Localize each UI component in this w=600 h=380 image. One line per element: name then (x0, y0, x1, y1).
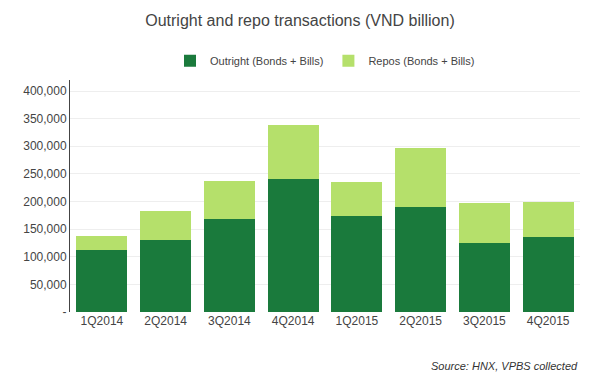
svg-text:3Q2015: 3Q2015 (463, 314, 506, 328)
svg-text:300,000: 300,000 (23, 139, 67, 153)
svg-text:200,000: 200,000 (23, 195, 67, 209)
svg-text:250,000: 250,000 (23, 167, 67, 181)
svg-text:1Q2014: 1Q2014 (81, 314, 124, 328)
svg-text:4Q2015: 4Q2015 (527, 314, 570, 328)
svg-text:3Q2014: 3Q2014 (208, 314, 251, 328)
svg-text:2Q2014: 2Q2014 (144, 314, 187, 328)
svg-text:Outright and repo transactions: Outright and repo transactions (VND bill… (145, 12, 454, 29)
svg-text:Outright (Bonds + Bills): Outright (Bonds + Bills) (210, 55, 323, 67)
svg-text:400,000: 400,000 (23, 84, 67, 98)
svg-text:350,000: 350,000 (23, 112, 67, 126)
svg-text:Repos (Bonds + Bills): Repos (Bonds + Bills) (368, 55, 474, 67)
svg-text:-: - (63, 305, 67, 319)
svg-text:150,000: 150,000 (23, 222, 67, 236)
svg-text:Source: HNX, VPBS collected: Source: HNX, VPBS collected (431, 360, 578, 372)
svg-text:2Q2015: 2Q2015 (399, 314, 442, 328)
svg-text:4Q2014: 4Q2014 (272, 314, 315, 328)
svg-text:50,000: 50,000 (30, 278, 67, 292)
svg-text:100,000: 100,000 (23, 250, 67, 264)
svg-text:1Q2015: 1Q2015 (336, 314, 379, 328)
